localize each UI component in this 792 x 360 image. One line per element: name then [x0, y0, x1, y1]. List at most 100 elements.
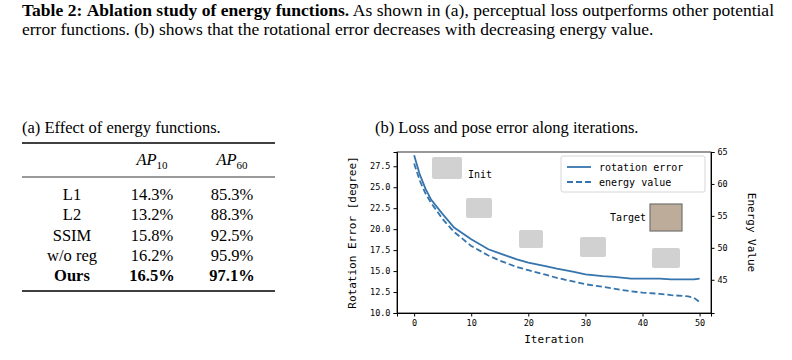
tick-mark [394, 208, 398, 209]
tick: 27.5 [370, 161, 397, 171]
tick-mark [528, 313, 529, 317]
tick-mark [394, 229, 398, 230]
table-cell: 14.3% [131, 185, 174, 204]
column-header: AP60 [215, 150, 248, 171]
annotation: Init [468, 169, 492, 180]
tick-mark [471, 313, 472, 317]
tick-mark [700, 313, 701, 317]
lines [414, 155, 699, 302]
tick-label: 25.0 [370, 182, 390, 192]
tick-mark [711, 248, 715, 249]
tick-mark [394, 313, 398, 314]
tick: 65 [711, 147, 728, 157]
tick-label: 10.0 [370, 308, 390, 318]
tick-label: 65 [718, 147, 728, 157]
target-thumbnail [650, 204, 682, 231]
tick-mark [394, 166, 398, 167]
legend-label: rotation error [599, 162, 683, 173]
legend: rotation error energy value [561, 156, 705, 192]
tick-mark [394, 187, 398, 188]
tick-label: 12.5 [370, 287, 390, 297]
tick-mark [394, 250, 398, 251]
tick: 55 [711, 211, 728, 221]
tick-mark [394, 292, 398, 293]
tick-label: 20 [524, 318, 534, 328]
tick: 40 [638, 313, 648, 328]
chart: (b) Loss and pose error along iterations… [346, 118, 758, 346]
tick-label: 27.5 [370, 161, 390, 171]
tick: 60 [711, 179, 728, 189]
tick-label: 20.0 [370, 224, 390, 234]
caption-label: Table 2: [22, 0, 82, 20]
tick: 22.5 [370, 203, 397, 213]
tick: 50 [711, 243, 728, 253]
tick-label: 17.5 [370, 245, 390, 255]
axis-line [398, 314, 712, 317]
tick-mark [711, 152, 715, 153]
table-cell: 15.8% [131, 226, 174, 245]
tick: 12.5 [370, 287, 397, 297]
legend-label: energy value [599, 177, 671, 188]
table-rule [22, 142, 275, 143]
thumbnail [652, 248, 680, 268]
column-subscript: 60 [237, 159, 249, 171]
tick-mark [711, 280, 715, 281]
thumbnail [519, 230, 543, 248]
tick-mark [394, 271, 398, 272]
y2-axis: 45 50 55 60 65 [711, 147, 728, 313]
column-name: AP [215, 150, 236, 169]
legend-frame [561, 156, 705, 192]
chart-title: (b) Loss and pose error along iterations… [375, 118, 638, 137]
annotation: Target [610, 212, 646, 223]
table-caption: (a) Effect of energy functions. [22, 118, 221, 137]
tick-label: 55 [718, 211, 728, 221]
table-cell: SSIM [53, 226, 92, 245]
y2-axis-label: Energy Value [745, 193, 758, 272]
legend-swatch [567, 166, 591, 168]
tick: 30 [581, 313, 591, 328]
x-axis: 0 10 20 30 40 50 [398, 313, 712, 328]
thumbnail [432, 157, 462, 179]
axis-line [712, 153, 715, 314]
tick-mark [414, 313, 415, 317]
y-axis-label: Rotation Error [degree] [346, 156, 359, 308]
table-cell: 97.1% [209, 266, 254, 285]
tick: 25.0 [370, 182, 397, 192]
tick-label: 60 [718, 179, 728, 189]
tick-label: 22.5 [370, 203, 390, 213]
tick-label: 50 [718, 243, 728, 253]
tick: 45 [711, 275, 728, 285]
tick: 50 [695, 313, 705, 328]
plot-frame [397, 152, 711, 313]
tick: 15.0 [370, 266, 397, 276]
tick-label: 30 [581, 318, 591, 328]
table: (a) Effect of energy functions.AP10AP60L… [22, 118, 275, 291]
table-cell: 95.9% [211, 246, 254, 265]
axis-line [394, 153, 398, 314]
tick-label: 50 [695, 318, 705, 328]
tick-label: 15.0 [370, 266, 390, 276]
column-subscript: 10 [157, 159, 169, 171]
x-axis-label: Iteration [524, 333, 584, 346]
table-cell: 88.3% [211, 205, 254, 224]
table-cell: w/o reg [47, 246, 97, 265]
tick: 10 [467, 313, 477, 328]
tick-label: 45 [718, 275, 728, 285]
column-header: AP10 [135, 150, 168, 171]
table-cell: 13.2% [131, 205, 174, 224]
tick: 20 [524, 313, 534, 328]
tick-label: 10 [467, 318, 477, 328]
thumbnail [466, 198, 492, 218]
table-cell: 16.5% [129, 266, 174, 285]
tick-mark [642, 313, 643, 317]
tick-label: 0 [412, 318, 417, 328]
series-line [414, 164, 699, 303]
caption: Table 2: Ablation study of energy functi… [22, 1, 774, 39]
caption-title: Ablation study of energy functions. [87, 0, 349, 20]
y-axis: 10.0 12.5 15.0 17.5 20.0 22.5 25.0 27.5 [370, 153, 397, 319]
tick-mark [711, 216, 715, 217]
tick: 10.0 [370, 308, 397, 318]
table-cell: L2 [63, 205, 81, 224]
table-cell: 92.5% [211, 226, 254, 245]
column-name: AP [135, 150, 156, 169]
